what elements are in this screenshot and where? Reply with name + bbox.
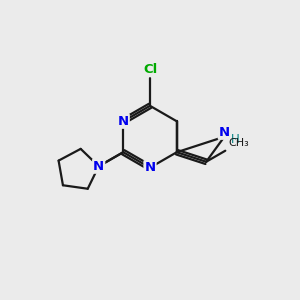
Text: H: H: [231, 133, 240, 146]
Text: N: N: [118, 115, 129, 128]
Text: Cl: Cl: [143, 63, 157, 76]
Text: N: N: [219, 126, 230, 139]
Text: CH₃: CH₃: [228, 138, 249, 148]
Text: N: N: [144, 161, 156, 174]
Text: N: N: [93, 160, 104, 173]
